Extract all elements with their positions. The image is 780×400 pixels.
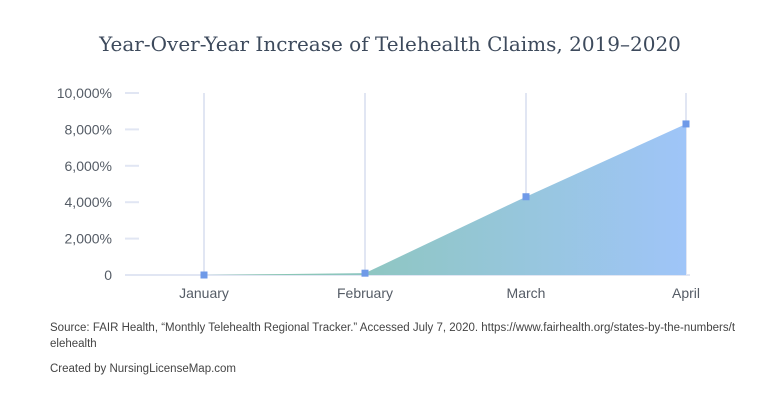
data-point-february [361,269,369,277]
y-tick-label: 0 [104,267,112,283]
chart-title: Year-Over-Year Increase of Telehealth Cl… [99,32,681,56]
x-tick-label: February [337,285,393,301]
x-tick-label: January [179,285,229,301]
y-tick-label: 6,000% [65,158,112,174]
credit-note: Created by NursingLicenseMap.com [50,363,237,375]
area-fill [204,123,686,275]
data-point-march [522,193,530,201]
area-chart: 0 2,000% 4,000% 6,000% 8,000% 10,000% January… [57,85,700,301]
data-point-january [200,271,208,279]
x-tick-label: April [672,285,700,301]
y-tick-label: 2,000% [65,231,112,247]
source-note: Source: FAIR Health, “Monthly Telehealth… [50,322,736,350]
y-tick-label: 10,000% [57,85,112,101]
data-point-april [682,120,690,128]
y-tick-label: 4,000% [65,194,112,210]
x-tick-label: March [507,285,546,301]
y-tick-label: 8,000% [65,121,112,137]
